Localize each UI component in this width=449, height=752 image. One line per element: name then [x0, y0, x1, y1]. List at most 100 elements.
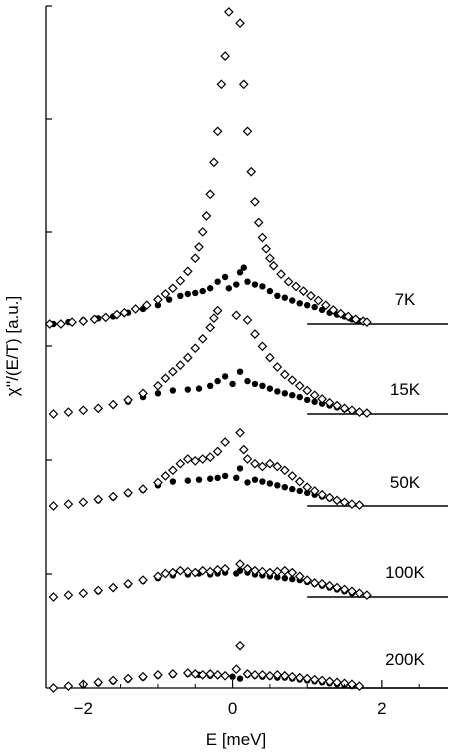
data-point-open — [182, 668, 193, 678]
data-point-open — [205, 452, 216, 462]
data-point-open — [272, 362, 283, 372]
data-point-filled — [214, 278, 221, 285]
data-point-open — [257, 341, 268, 352]
data-point-filled — [165, 296, 173, 303]
data-point-filled — [318, 306, 326, 314]
data-point-filled — [233, 281, 240, 288]
data-point-open — [321, 300, 331, 311]
data-point-open — [194, 242, 204, 252]
data-point-open — [160, 568, 171, 579]
data-point-filled — [195, 385, 203, 392]
data-point-filled — [259, 478, 266, 485]
data-point-open — [223, 7, 234, 17]
data-point-open — [242, 563, 253, 574]
data-point-open — [242, 126, 253, 137]
data-point-open — [283, 276, 294, 287]
data-point-open — [175, 458, 186, 469]
data-point-open — [354, 681, 365, 691]
panel-50K: 50K — [48, 427, 448, 511]
data-point-open — [197, 227, 208, 237]
data-point-open — [287, 375, 298, 386]
data-point-open — [197, 669, 208, 680]
data-point-open — [328, 305, 339, 315]
data-point-open — [279, 465, 290, 476]
x-tick-label-2: 2 — [377, 699, 386, 718]
data-point-open — [309, 390, 320, 401]
data-point-open — [205, 322, 216, 333]
data-point-filled — [244, 377, 251, 385]
data-point-open — [220, 670, 230, 681]
data-point-open — [160, 289, 171, 299]
y-axis-label: χ''/(E/T) [a.u.] — [3, 296, 22, 396]
data-point-open — [168, 567, 178, 578]
data-point-filled — [233, 474, 240, 481]
data-point-open — [268, 260, 279, 271]
data-point-open — [332, 495, 342, 506]
data-point-open — [238, 79, 249, 90]
data-point-open — [108, 491, 119, 502]
data-point-filled — [229, 673, 236, 680]
data-point-open — [294, 672, 305, 683]
data-point-open — [78, 316, 89, 327]
data-point-open — [89, 314, 100, 325]
data-point-open — [332, 582, 342, 593]
data-point-open — [324, 492, 335, 503]
data-point-open — [294, 571, 305, 582]
data-point-filled — [154, 390, 162, 397]
data-point-open — [182, 266, 193, 277]
data-point-filled — [289, 575, 296, 583]
panel-15K: 15K — [48, 305, 448, 419]
data-point-open — [257, 461, 268, 472]
data-point-open — [138, 388, 148, 399]
data-point-open — [100, 312, 111, 323]
data-point-open — [287, 471, 298, 481]
temperature-label: 200K — [385, 650, 425, 669]
data-point-open — [209, 157, 219, 168]
data-point-open — [350, 314, 361, 325]
data-point-open — [257, 669, 268, 680]
data-point-filled — [195, 476, 203, 483]
temperature-label: 15K — [390, 380, 421, 399]
data-point-open — [343, 311, 354, 322]
data-point-open — [287, 567, 298, 578]
data-point-open — [265, 253, 275, 264]
data-point-open — [246, 166, 257, 177]
data-point-open — [220, 563, 230, 574]
data-point-open — [153, 294, 163, 305]
data-point-filled — [281, 484, 289, 491]
data-point-open — [168, 669, 178, 679]
data-point-open — [250, 329, 260, 339]
x-axis-label: E [meV] — [206, 730, 266, 749]
data-point-open — [212, 446, 223, 457]
data-point-open — [362, 317, 372, 327]
data-point-filled — [266, 287, 274, 295]
data-point-open — [153, 477, 163, 488]
data-point-open — [339, 584, 350, 595]
data-point-open — [272, 669, 283, 680]
data-point-open — [250, 196, 260, 207]
data-point-filled — [236, 368, 244, 375]
data-point-filled — [244, 278, 251, 285]
temperature-label: 50K — [390, 473, 421, 492]
data-point-open — [354, 588, 365, 599]
data-point-open — [175, 275, 186, 286]
data-point-open — [48, 409, 59, 419]
data-point-open — [197, 333, 208, 344]
data-point-filled — [289, 485, 296, 493]
data-point-filled — [206, 475, 214, 482]
data-point-open — [257, 232, 268, 243]
data-point-open — [250, 565, 260, 576]
data-point-open — [182, 566, 193, 577]
data-point-open — [197, 565, 208, 576]
data-point-open — [302, 673, 313, 684]
data-point-open — [257, 566, 268, 577]
data-point-open — [332, 677, 342, 688]
data-point-filled — [296, 300, 303, 307]
data-point-filled — [311, 303, 318, 311]
data-point-filled — [259, 283, 266, 290]
data-point-open — [168, 283, 178, 294]
temperature-label: 100K — [385, 563, 425, 582]
data-point-open — [347, 405, 357, 416]
data-point-filled — [251, 281, 259, 288]
